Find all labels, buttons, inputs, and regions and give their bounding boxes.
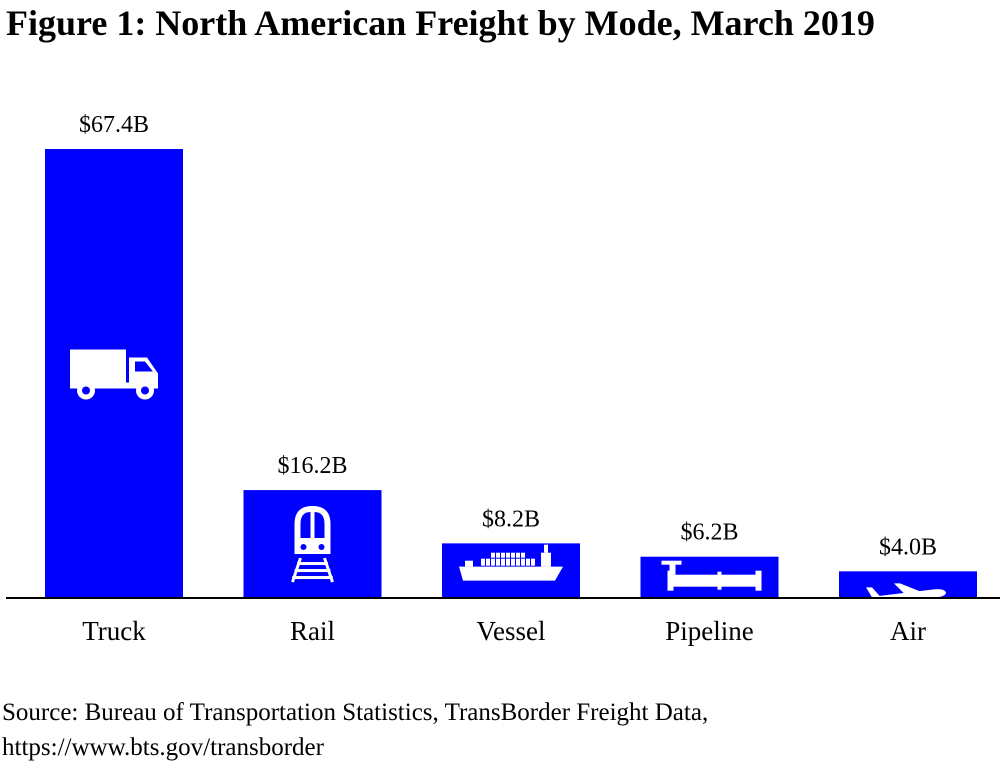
chart-title: Figure 1: North American Freight by Mode…	[6, 3, 875, 43]
train-icon	[291, 506, 334, 583]
category-label: Pipeline	[665, 616, 754, 646]
bar-chart: $67.4B Truck $16.2B Rail $8.2B Vessel $6.2B Pip…	[6, 112, 1000, 646]
value-label: $6.2B	[680, 520, 738, 546]
category-label: Truck	[82, 616, 146, 646]
ship-icon	[459, 544, 563, 581]
value-label: $16.2B	[277, 453, 347, 479]
value-label: $8.2B	[482, 506, 540, 532]
source-note: Source: Bureau of Transportation Statist…	[2, 695, 708, 765]
category-label: Rail	[290, 616, 335, 646]
source-line-2: https://www.bts.gov/transborder	[2, 734, 324, 761]
category-label: Vessel	[477, 616, 546, 646]
value-label: $4.0B	[879, 534, 937, 560]
value-label: $67.4B	[79, 112, 149, 138]
bars-layer: $67.4B Truck $16.2B Rail $8.2B Vessel $6.2B Pip…	[45, 112, 977, 646]
pipeline-icon	[661, 560, 762, 591]
airplane-icon	[866, 583, 946, 610]
category-label: Air	[890, 616, 926, 646]
source-line-1: Source: Bureau of Transportation Statist…	[2, 699, 709, 726]
truck-icon	[70, 349, 158, 400]
